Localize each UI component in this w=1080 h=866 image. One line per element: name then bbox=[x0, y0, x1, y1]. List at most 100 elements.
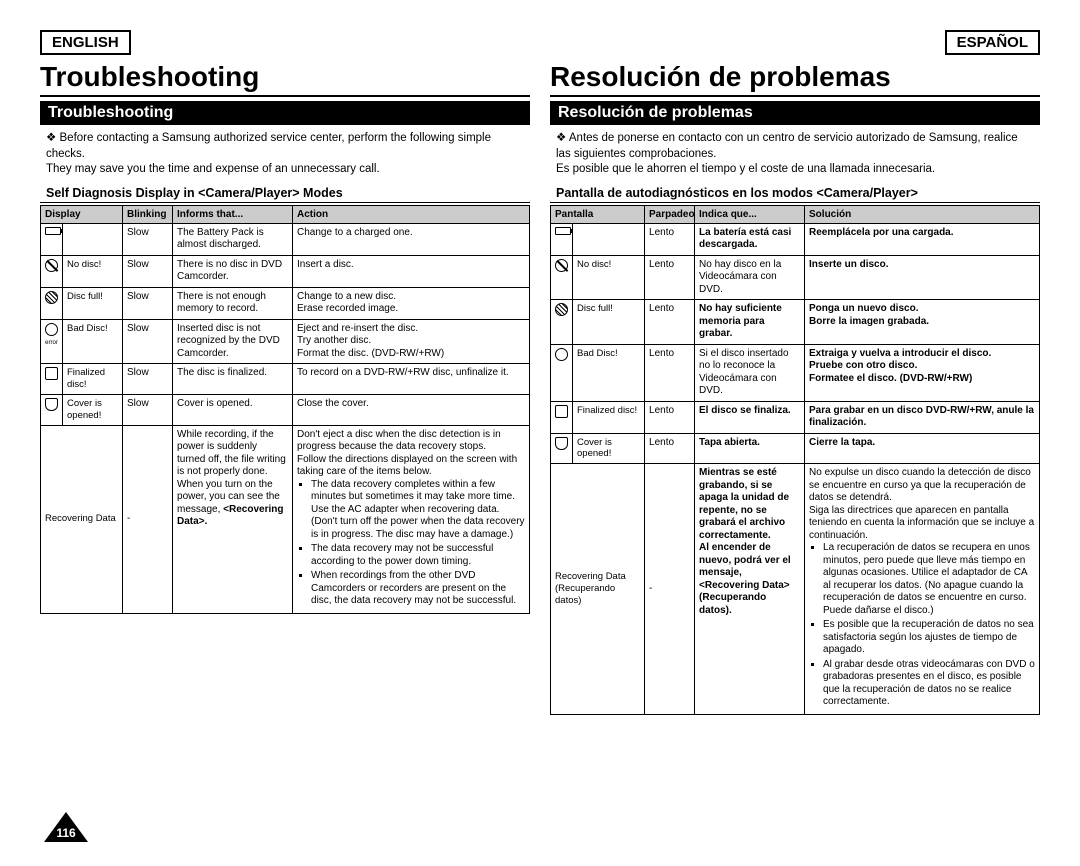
info-cell: While recording, if the power is suddenl… bbox=[173, 425, 293, 613]
discfull-icon bbox=[551, 300, 573, 345]
blink-cell: Lento bbox=[645, 223, 695, 255]
table-header-row: Pantalla Parpadeo Indica que... Solución bbox=[551, 205, 1040, 223]
blink-cell: - bbox=[645, 464, 695, 715]
table-row: Bad Disc! Lento Si el disco insertado no… bbox=[551, 344, 1040, 401]
action-pre: Don't eject a disc when the disc detecti… bbox=[297, 429, 517, 478]
bullet: Al grabar desde otras videocámaras con D… bbox=[823, 659, 1035, 709]
info-cell: Tapa abierta. bbox=[695, 433, 805, 464]
bullet: Es posible que la recuperación de datos … bbox=[823, 619, 1035, 657]
blink-cell: Slow bbox=[123, 319, 173, 364]
action-cell: Eject and re-insert the disc. Try anothe… bbox=[293, 319, 530, 364]
info-cell: Si el disco insertado no lo reconoce la … bbox=[695, 344, 805, 401]
section-bar-es: Resolución de problemas bbox=[550, 101, 1040, 125]
info-cell: There is no disc in DVD Camcorder. bbox=[173, 255, 293, 287]
spanish-column: ESPAÑOL Resolución de problemas Resoluci… bbox=[550, 30, 1040, 846]
disp-cell: Cover is opened! bbox=[63, 394, 123, 425]
action-cell: Extraiga y vuelva a introducir el disco.… bbox=[805, 344, 1040, 401]
disp-cell: Cover is opened! bbox=[573, 433, 645, 464]
disp-cell bbox=[63, 223, 123, 255]
manual-page: ENGLISH Troubleshooting Troubleshooting … bbox=[0, 0, 1080, 866]
action-cell: Change to a charged one. bbox=[293, 223, 530, 255]
table-row: Finalized disc! Slow The disc is finaliz… bbox=[41, 364, 530, 395]
diag-table-en: Display Blinking Informs that... Action … bbox=[40, 205, 530, 614]
blink-cell: Slow bbox=[123, 223, 173, 255]
page-title-en: Troubleshooting bbox=[40, 61, 530, 97]
info-bold: <Recovering Data> (Recuperando datos). bbox=[699, 580, 790, 616]
action-cell: To record on a DVD-RW/+RW disc, unfinali… bbox=[293, 364, 530, 395]
intro-es: Antes de ponerse en contacto con un cent… bbox=[550, 131, 1040, 184]
action-cell: Reemplácela por una cargada. bbox=[805, 223, 1040, 255]
table-row: No disc! Slow There is no disc in DVD Ca… bbox=[41, 255, 530, 287]
blink-cell: Slow bbox=[123, 287, 173, 319]
th-action: Solución bbox=[805, 205, 1040, 223]
table-header-row: Display Blinking Informs that... Action bbox=[41, 205, 530, 223]
bullet: La recuperación de datos se recupera en … bbox=[823, 542, 1035, 617]
disp-cell bbox=[573, 223, 645, 255]
table-row: Disc full! Lento No hay suficiente memor… bbox=[551, 300, 1040, 345]
disp-cell: Bad Disc! bbox=[573, 344, 645, 401]
disp-cell: Disc full! bbox=[573, 300, 645, 345]
info-cell: The Battery Pack is almost discharged. bbox=[173, 223, 293, 255]
blink-cell: Lento bbox=[645, 255, 695, 300]
table-row: Disc full! Slow There is not enough memo… bbox=[41, 287, 530, 319]
baddisc-icon: error bbox=[41, 319, 63, 364]
table-row: Cover is opened! Lento Tapa abierta. Cie… bbox=[551, 433, 1040, 464]
battery-icon bbox=[41, 223, 63, 255]
page-title-es: Resolución de problemas bbox=[550, 61, 1040, 97]
subhead-es: Pantalla de autodiagnósticos en los modo… bbox=[550, 184, 1040, 203]
th-action: Action bbox=[293, 205, 530, 223]
th-blinking: Blinking bbox=[123, 205, 173, 223]
disp-cell: No disc! bbox=[573, 255, 645, 300]
action-cell: Close the cover. bbox=[293, 394, 530, 425]
info-cell: Cover is opened. bbox=[173, 394, 293, 425]
action-cell: Ponga un nuevo disco. Borre la imagen gr… bbox=[805, 300, 1040, 345]
info-cell: The disc is finalized. bbox=[173, 364, 293, 395]
info-cell: La batería está casi descargada. bbox=[695, 223, 805, 255]
disp-cell: Bad Disc! bbox=[63, 319, 123, 364]
two-column-layout: ENGLISH Troubleshooting Troubleshooting … bbox=[40, 30, 1040, 846]
action-pre: No expulse un disco cuando la detección … bbox=[809, 467, 1034, 541]
bullet: When recordings from the other DVD Camco… bbox=[311, 570, 525, 608]
blink-cell: Lento bbox=[645, 401, 695, 433]
page-number: 116 bbox=[44, 826, 88, 840]
blink-cell: Slow bbox=[123, 255, 173, 287]
action-cell: Para grabar en un disco DVD-RW/+RW, anul… bbox=[805, 401, 1040, 433]
info-pre: While recording, if the power is suddenl… bbox=[177, 429, 286, 515]
table-row: Lento La batería está casi descargada. R… bbox=[551, 223, 1040, 255]
disp-cell: Finalized disc! bbox=[63, 364, 123, 395]
table-row: Slow The Battery Pack is almost discharg… bbox=[41, 223, 530, 255]
english-column: ENGLISH Troubleshooting Troubleshooting … bbox=[40, 30, 530, 846]
language-tab-es: ESPAÑOL bbox=[945, 30, 1040, 55]
bullet: The data recovery completes within a few… bbox=[311, 479, 525, 542]
disp-cell: No disc! bbox=[63, 255, 123, 287]
blink-cell: Lento bbox=[645, 433, 695, 464]
blink-cell: Lento bbox=[645, 300, 695, 345]
table-row: error Bad Disc! Slow Inserted disc is no… bbox=[41, 319, 530, 364]
info-cell: No hay disco en la Videocámara con DVD. bbox=[695, 255, 805, 300]
blink-cell: Slow bbox=[123, 364, 173, 395]
nodisc-icon bbox=[551, 255, 573, 300]
table-row-recover: Recovering Data (Recuperando datos) - Mi… bbox=[551, 464, 1040, 715]
action-bullets: La recuperación de datos se recupera en … bbox=[809, 542, 1035, 709]
info-cell: Inserted disc is not recognized by the D… bbox=[173, 319, 293, 364]
action-cell: Insert a disc. bbox=[293, 255, 530, 287]
intro-bullet-en: Before contacting a Samsung authorized s… bbox=[46, 132, 491, 160]
action-bullets: The data recovery completes within a few… bbox=[297, 479, 525, 608]
th-informs: Informs that... bbox=[173, 205, 293, 223]
action-cell: Inserte un disco. bbox=[805, 255, 1040, 300]
blink-cell: Slow bbox=[123, 394, 173, 425]
table-row: Finalized disc! Lento El disco se finali… bbox=[551, 401, 1040, 433]
bullet: The data recovery may not be successful … bbox=[311, 543, 525, 568]
blink-cell: - bbox=[123, 425, 173, 613]
section-bar-en: Troubleshooting bbox=[40, 101, 530, 125]
subhead-en: Self Diagnosis Display in <Camera/Player… bbox=[40, 184, 530, 203]
language-tab-en: ENGLISH bbox=[40, 30, 131, 55]
th-informs: Indica que... bbox=[695, 205, 805, 223]
intro-en: Before contacting a Samsung authorized s… bbox=[40, 131, 530, 184]
action-cell: No expulse un disco cuando la detección … bbox=[805, 464, 1040, 715]
intro-line2-en: They may save you the time and expense o… bbox=[46, 163, 380, 175]
info-cell: There is not enough memory to record. bbox=[173, 287, 293, 319]
info-cell: El disco se finaliza. bbox=[695, 401, 805, 433]
table-row: No disc! Lento No hay disco en la Videoc… bbox=[551, 255, 1040, 300]
battery-icon bbox=[551, 223, 573, 255]
